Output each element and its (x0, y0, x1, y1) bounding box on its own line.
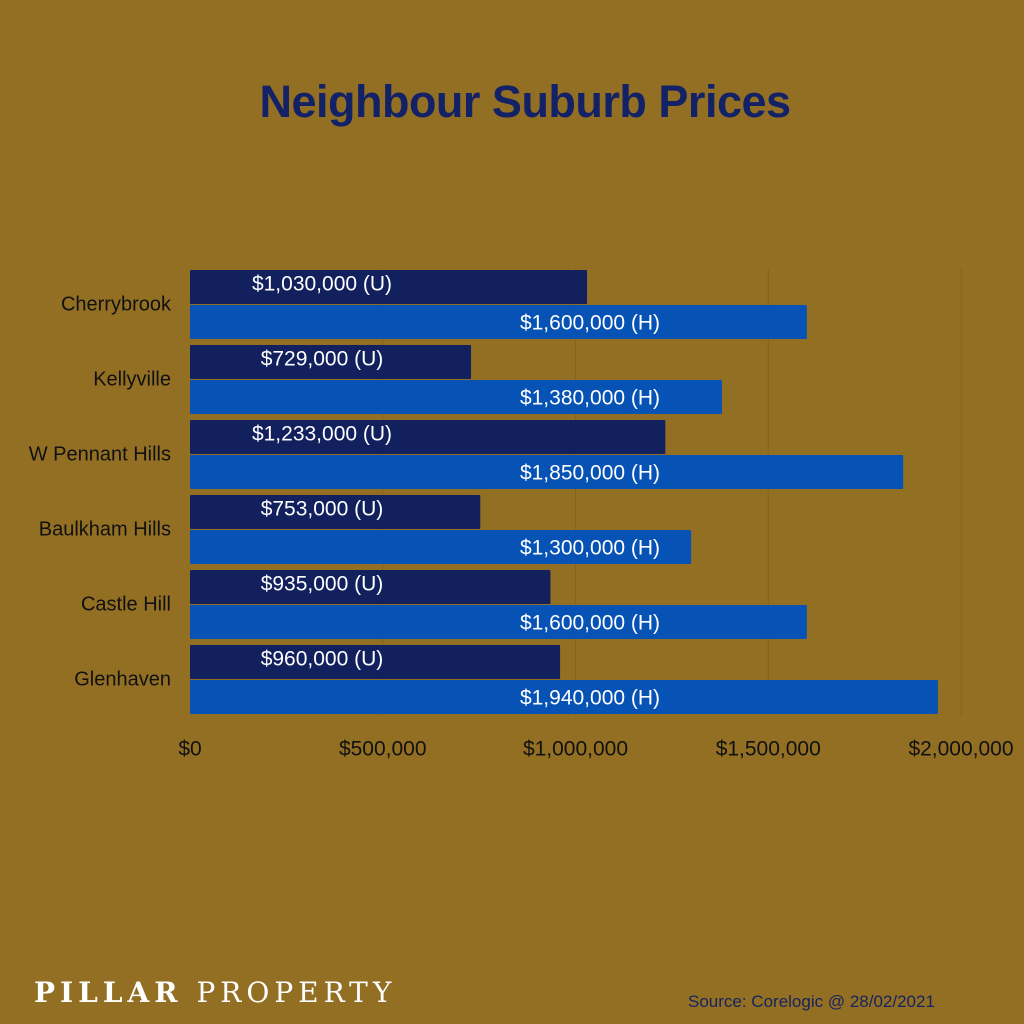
bar-houses (190, 380, 722, 414)
bar-data-label: $935,000 (U) (261, 573, 384, 596)
bar-data-label: $1,380,000 (H) (520, 387, 660, 410)
bar-units (190, 270, 588, 304)
brand-name-part2: PROPERTY (196, 976, 397, 1009)
bar-data-label: $753,000 (U) (261, 498, 384, 521)
bar-data-label: $729,000 (U) (261, 348, 384, 371)
bar-houses (190, 455, 904, 489)
category-label: Kellyville (93, 368, 171, 390)
bar-data-label: $1,300,000 (H) (520, 537, 660, 560)
bar-units (190, 570, 551, 604)
brand-logo: PILLAR PROPERTY (34, 976, 396, 1009)
data-labels: $1,030,000 (U) $1,600,000 (H) $729,000 (U)… (252, 273, 660, 710)
bar-data-label: $960,000 (U) (261, 648, 384, 671)
category-label: W Pennant Hills (29, 443, 171, 465)
category-labels: Cherrybrook Kellyville W Pennant Hills Baul… (29, 293, 172, 690)
bar-data-label: $1,940,000 (H) (520, 687, 660, 710)
grid-lines (382, 268, 962, 716)
bar-houses (190, 680, 938, 714)
bar-units (190, 345, 472, 379)
x-tick-labels: $0 $500,000 $1,000,000 $1,500,000 $2,000,000 (178, 738, 1013, 761)
source-note: Source: Corelogic @ 28/02/2021 (688, 992, 935, 1011)
bar-data-label: $1,600,000 (H) (520, 312, 660, 335)
bar-units (190, 420, 666, 454)
category-label: Cherrybrook (61, 293, 172, 315)
brand-name-part1: PILLAR (34, 976, 183, 1009)
bar-houses (190, 605, 807, 639)
bar-units (190, 645, 561, 679)
x-tick-label: $0 (178, 738, 201, 761)
bar-data-label: $1,030,000 (U) (252, 273, 392, 296)
chart-title: Neighbour Suburb Prices (259, 76, 791, 127)
bar-data-label: $1,850,000 (H) (520, 462, 660, 485)
bar-houses (190, 530, 692, 564)
category-label: Castle Hill (81, 593, 171, 615)
category-label: Glenhaven (74, 668, 171, 690)
x-tick-label: $500,000 (339, 738, 427, 761)
x-tick-label: $1,500,000 (716, 738, 821, 761)
bars (190, 270, 938, 714)
bar-houses (190, 305, 807, 339)
bar-units (190, 495, 481, 529)
x-tick-label: $1,000,000 (523, 738, 628, 761)
bar-data-label: $1,233,000 (U) (252, 423, 392, 446)
x-tick-label: $2,000,000 (908, 738, 1013, 761)
bar-data-label: $1,600,000 (H) (520, 612, 660, 635)
category-label: Baulkham Hills (39, 518, 171, 540)
